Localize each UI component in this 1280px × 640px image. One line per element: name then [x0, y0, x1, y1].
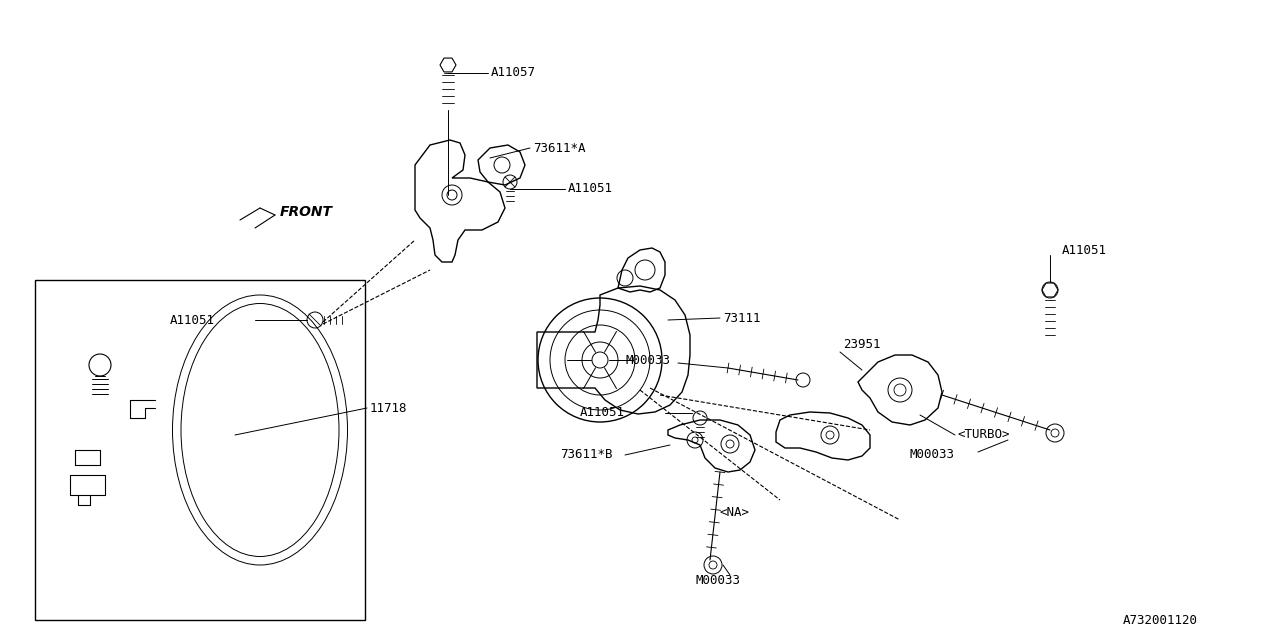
Text: <NA>: <NA> — [719, 506, 750, 518]
Text: <TURBO>: <TURBO> — [957, 429, 1010, 442]
Text: A11051: A11051 — [1062, 243, 1107, 257]
Text: A11051: A11051 — [580, 406, 625, 419]
Text: 73111: 73111 — [723, 312, 760, 324]
Text: A11051: A11051 — [170, 314, 215, 326]
Text: M00033: M00033 — [910, 449, 955, 461]
Text: 11718: 11718 — [370, 401, 407, 415]
Text: FRONT: FRONT — [280, 205, 333, 219]
Bar — [35, 280, 365, 620]
Text: 73611*B: 73611*B — [561, 449, 613, 461]
Text: M00033: M00033 — [695, 573, 740, 586]
Text: 23951: 23951 — [844, 339, 881, 351]
Text: A11057: A11057 — [492, 67, 536, 79]
Text: A11051: A11051 — [568, 182, 613, 195]
Text: M00033: M00033 — [625, 353, 669, 367]
Text: A732001120: A732001120 — [1123, 614, 1198, 627]
Text: 73611*A: 73611*A — [532, 141, 585, 154]
